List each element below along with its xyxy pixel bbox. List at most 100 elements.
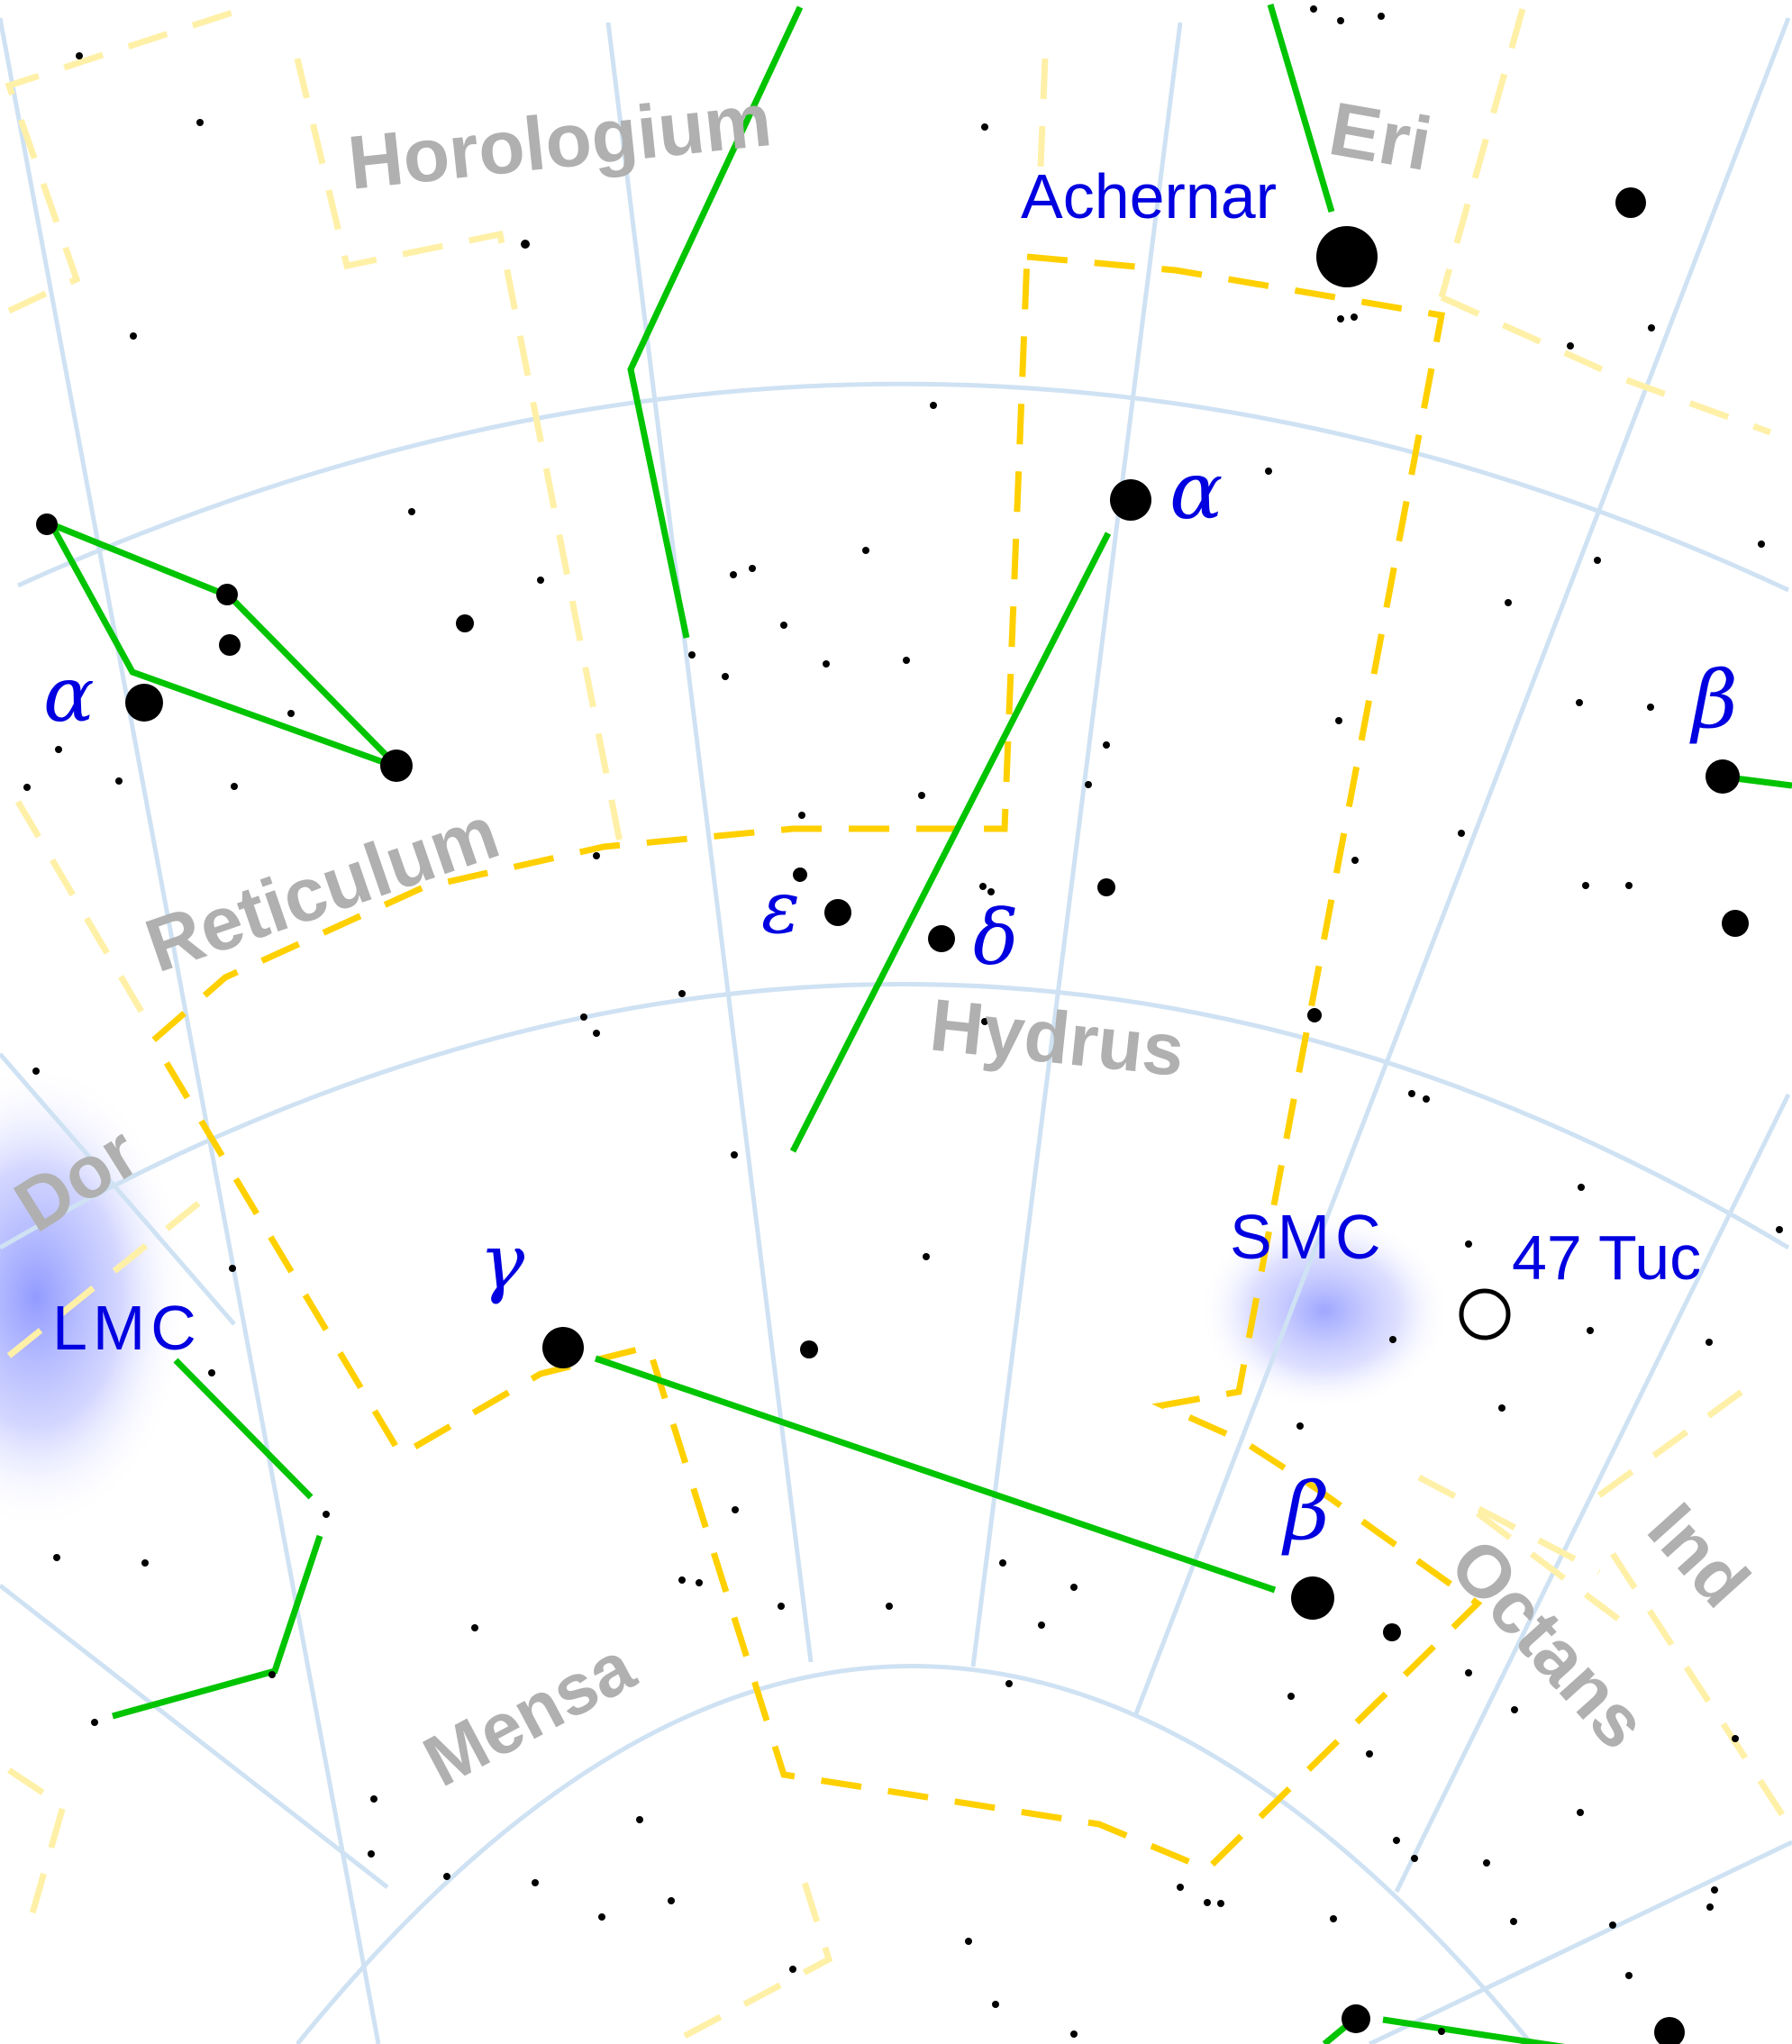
star [208, 1369, 215, 1376]
star [370, 1795, 378, 1803]
star [1204, 1899, 1211, 1906]
star [999, 1559, 1006, 1567]
star [1310, 5, 1317, 13]
boundary-faint [1610, 1552, 1791, 1826]
star [1070, 2030, 1078, 2038]
star [1097, 878, 1115, 896]
star [32, 1067, 40, 1075]
hyi-delta-star [928, 925, 955, 952]
star [1408, 1090, 1415, 1097]
label-hyi-gamma: γ [479, 1218, 525, 1306]
faint-boundaries [5, 5, 1791, 2039]
boundary-faint [1596, 1385, 1751, 1498]
star [1351, 313, 1358, 321]
star [1438, 2028, 1445, 2035]
star [1706, 1903, 1714, 1911]
star [456, 614, 474, 632]
star [537, 577, 544, 584]
star [1706, 1339, 1713, 1346]
star [903, 657, 910, 664]
star [780, 622, 787, 629]
boundary-faint [1440, 294, 1772, 436]
star [1337, 17, 1344, 24]
stars [23, 5, 1783, 2044]
star [1578, 1184, 1585, 1191]
star [598, 1913, 605, 1921]
star [798, 812, 805, 819]
star [287, 710, 295, 717]
star [1393, 1837, 1400, 1844]
label-hyi-delta: δ [973, 894, 1019, 982]
star [521, 240, 530, 249]
label-hyi-beta: β [1281, 1465, 1330, 1558]
star [688, 651, 696, 659]
star [216, 584, 238, 605]
star [979, 883, 987, 890]
star [1483, 1859, 1490, 1867]
hyi-gamma-star [542, 1327, 584, 1368]
meridian-line [970, 22, 1183, 1667]
label-smc: SMC [1230, 1202, 1387, 1272]
star [368, 1850, 375, 1858]
meridian-line [0, 1584, 389, 1889]
constellation-labels: Horologium Eri Reticulum Hydrus Dor Mens… [1, 77, 1764, 1802]
meridian-line [0, 17, 381, 2044]
parallel-circle [0, 982, 1790, 1250]
star [593, 1030, 600, 1037]
boundary-main [149, 253, 1483, 1874]
star [1625, 882, 1633, 889]
star [1582, 882, 1589, 889]
star [532, 1879, 539, 1886]
star [1296, 1422, 1304, 1430]
parallel-circle [296, 1664, 1533, 2044]
star [823, 660, 830, 668]
boundary-faint [683, 1872, 833, 2039]
ret-beta-star [380, 749, 413, 782]
tucana-figure-line [1382, 2016, 1566, 2044]
star [930, 402, 937, 409]
star [1103, 741, 1110, 749]
star [471, 1624, 478, 1631]
hydrus-boundary [149, 253, 1483, 1874]
star [678, 1576, 686, 1584]
star [778, 1603, 785, 1610]
star [1576, 699, 1583, 706]
label-ind: Ind [1633, 1488, 1764, 1622]
star [965, 1938, 972, 1945]
mensa-figure-line [112, 1534, 323, 1720]
coordinate-grid [0, 17, 1792, 2044]
tuc-star [1722, 910, 1749, 937]
boundary-faint [7, 1767, 68, 1933]
tuc-beta-star [1706, 759, 1740, 794]
achernar-star [1316, 226, 1378, 287]
meridian-line [1368, 1840, 1792, 2044]
star [1625, 1972, 1633, 1979]
meridian-line [1133, 17, 1791, 1717]
star [593, 852, 600, 859]
star [789, 1966, 796, 1973]
star [1458, 830, 1465, 837]
boundary-faint [1475, 1511, 1624, 1624]
star [1758, 541, 1765, 548]
object-labels: Achernar LMC SMC 47 Tuc [52, 161, 1701, 1363]
star [1609, 1921, 1616, 1929]
greek-labels: α β γ δ ε α β [43, 444, 1738, 1558]
star [923, 1253, 930, 1260]
star [323, 1511, 330, 1518]
label-horologium: Horologium [344, 77, 776, 205]
constellation-figures [48, 4, 1792, 2044]
star [1647, 704, 1654, 711]
star [1265, 468, 1272, 475]
star [141, 1559, 149, 1567]
boundary-faint [294, 58, 625, 852]
star [678, 990, 686, 997]
star [1085, 781, 1092, 788]
meridian-line [605, 22, 814, 1663]
label-eri: Eri [1324, 86, 1438, 186]
star [55, 746, 62, 753]
star [987, 888, 995, 895]
label-hyi-epsilon: ε [761, 866, 800, 949]
star [992, 2001, 999, 2008]
boundary-faint [1417, 1474, 1601, 1576]
